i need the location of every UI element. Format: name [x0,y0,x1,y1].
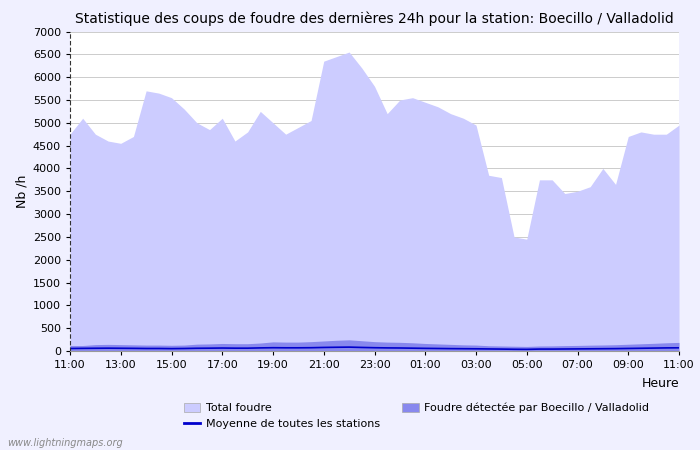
Text: www.lightningmaps.org: www.lightningmaps.org [7,438,122,448]
Text: Heure: Heure [641,377,679,390]
Y-axis label: Nb /h: Nb /h [15,175,29,208]
Title: Statistique des coups de foudre des dernières 24h pour la station: Boecillo / Va: Statistique des coups de foudre des dern… [75,12,674,26]
Legend: Total foudre, Moyenne de toutes les stations, Foudre détectée par Boecillo / Val: Total foudre, Moyenne de toutes les stat… [179,398,654,433]
